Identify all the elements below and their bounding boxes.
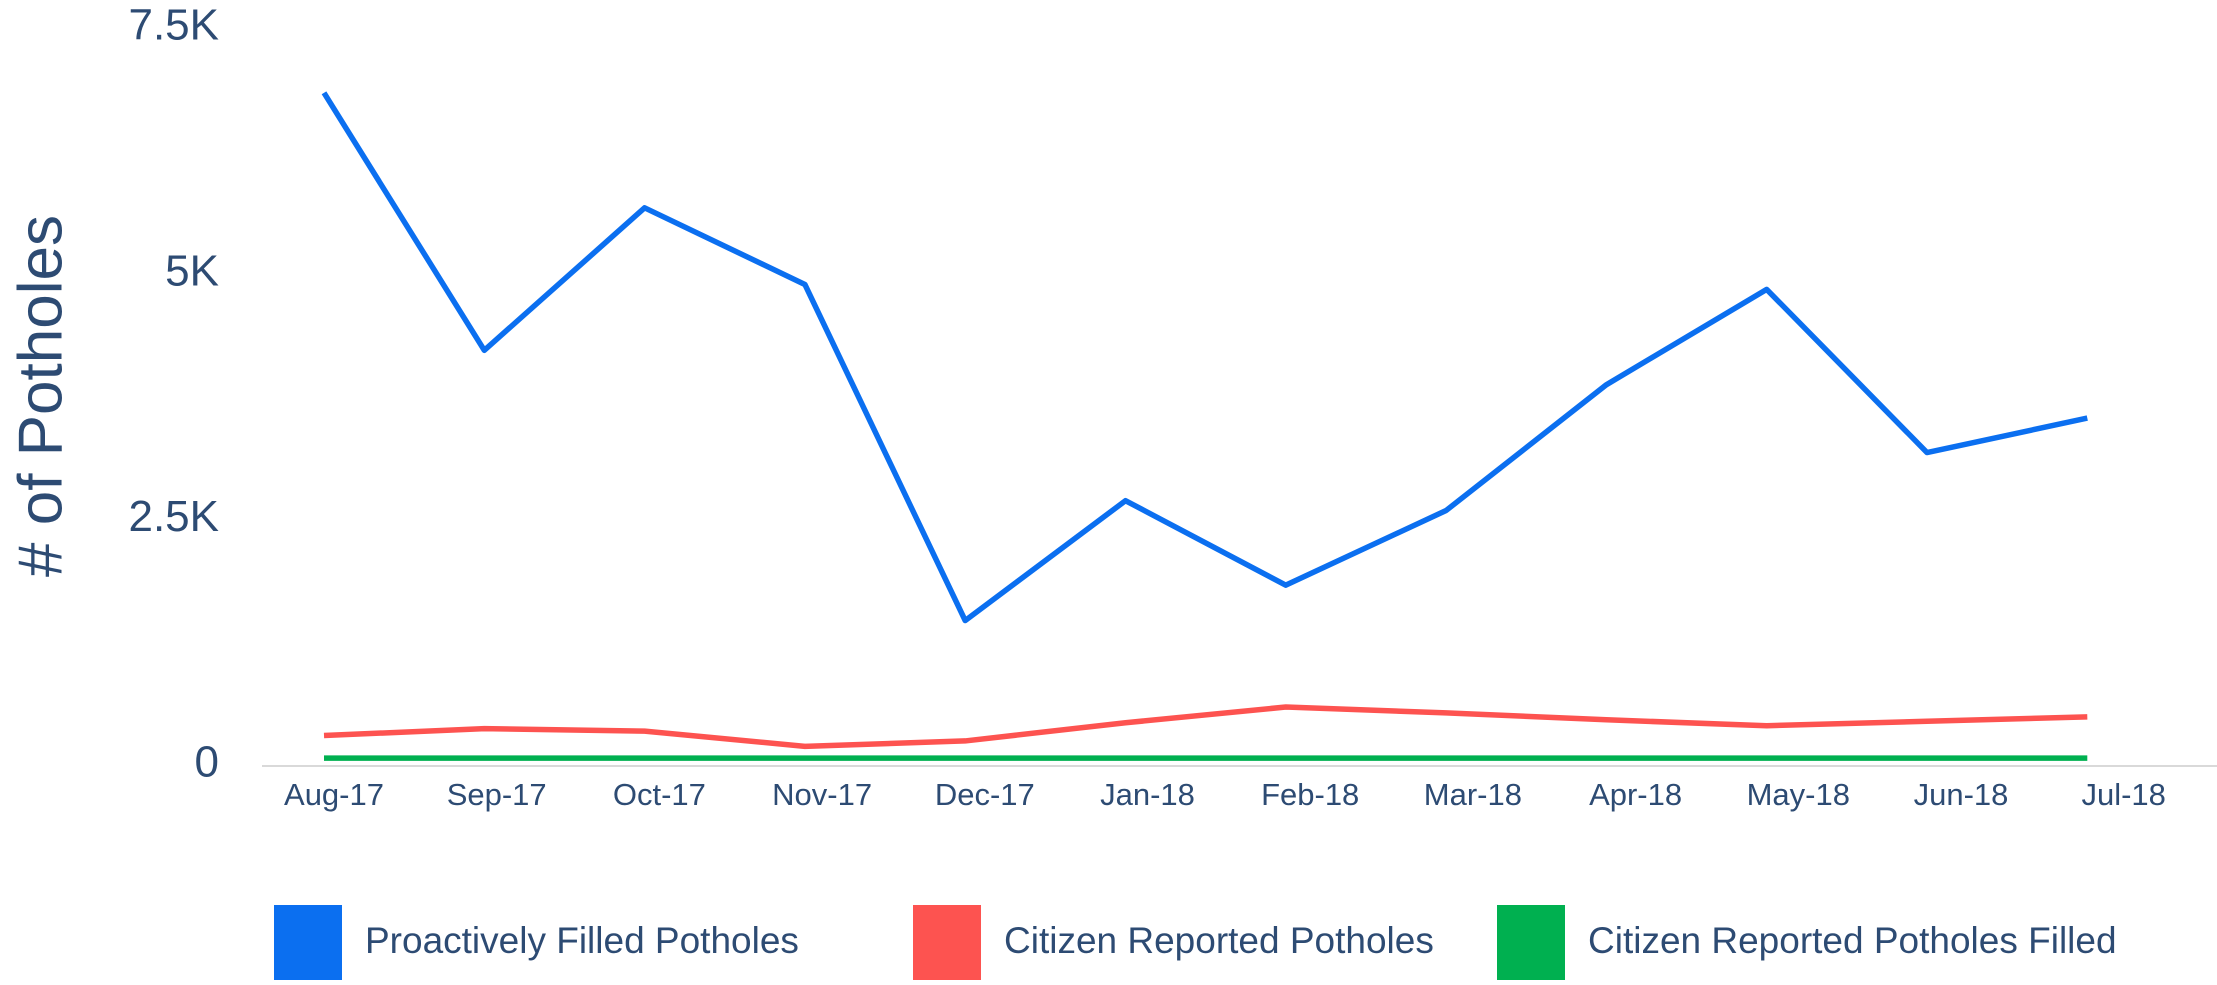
y-tick-label: 2.5K — [128, 492, 219, 541]
y-axis-title: # of Potholes — [6, 215, 75, 577]
x-tick-label: Feb-18 — [1261, 777, 1359, 812]
x-tick-label: Mar-18 — [1424, 777, 1522, 812]
legend-label: Proactively Filled Potholes — [365, 920, 799, 961]
legend-swatch — [274, 905, 342, 980]
x-tick-label: Aug-17 — [284, 777, 384, 812]
x-tick-label: Sep-17 — [447, 777, 547, 812]
y-tick-label: 0 — [195, 738, 219, 787]
legend-label: Citizen Reported Potholes Filled — [1588, 920, 2117, 961]
x-tick-label: Jan-18 — [1100, 777, 1195, 812]
y-tick-label: 5K — [165, 246, 219, 295]
series-line — [323, 704, 2088, 750]
legend-label: Citizen Reported Potholes — [1004, 920, 1434, 961]
series-line — [321, 91, 2088, 624]
x-tick-label: Oct-17 — [613, 777, 706, 812]
x-tick-label: Nov-17 — [772, 777, 872, 812]
x-tick-label: Apr-18 — [1589, 777, 1682, 812]
legend-swatch — [913, 905, 981, 980]
x-tick-label: Dec-17 — [935, 777, 1035, 812]
legend-swatch — [1497, 905, 1565, 980]
x-tick-label: Jun-18 — [1914, 777, 2009, 812]
x-tick-label: Jul-18 — [2081, 777, 2165, 812]
y-tick-label: 7.5K — [128, 1, 219, 50]
x-tick-label: May-18 — [1747, 777, 1850, 812]
